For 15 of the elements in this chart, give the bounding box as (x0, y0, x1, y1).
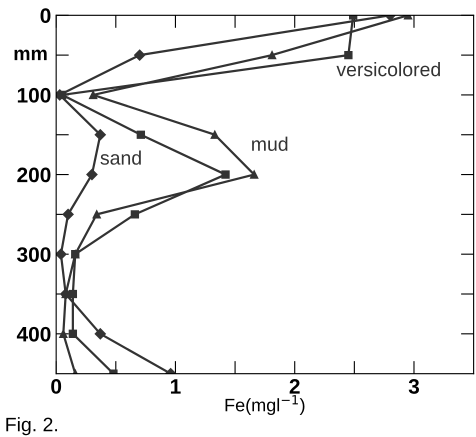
x-axis-title: Fe(mgl$^{−1}$) (226, 395, 304, 416)
caption: Fig. 2. (6, 417, 58, 436)
x-tick-label: 0 (51, 379, 62, 394)
y-tick-label: 100 (18, 88, 50, 103)
y-tick-label: 200 (17, 168, 50, 182)
x-tick-label: 3 (408, 379, 420, 394)
y-tick-label: 300 (17, 247, 50, 262)
x-tick-label: 2 (290, 379, 300, 394)
y-axis-title: mm (14, 50, 47, 60)
series-label: versicolored (336, 62, 440, 76)
x-tick-label: 1 (170, 379, 181, 394)
series-label: sand (100, 150, 141, 165)
y-tick-label: 0 (40, 8, 50, 24)
y-tick-label: 400 (16, 326, 50, 342)
series-label: mud (252, 136, 288, 151)
